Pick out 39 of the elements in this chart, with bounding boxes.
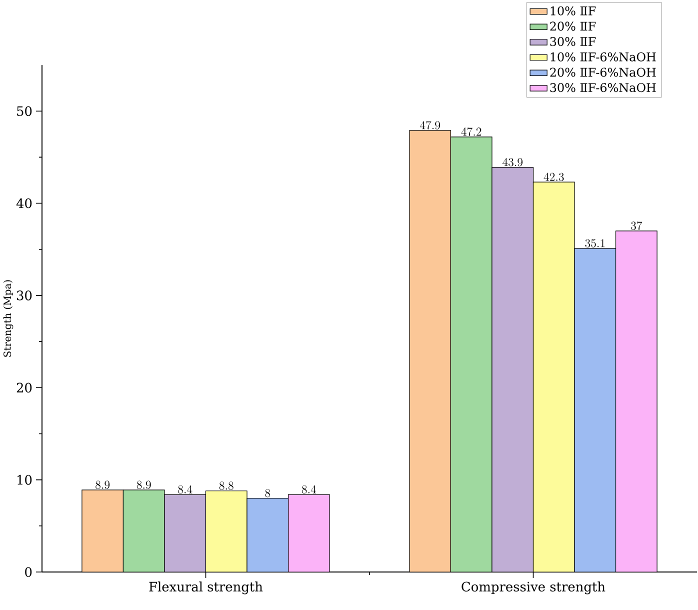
legend-label: 10% ⅡF-6%NaOH [550,52,656,62]
data-label: 8.8 [219,482,234,490]
bar [615,230,658,572]
y-tick-label: 40 [16,198,32,208]
data-label: 47.9 [420,121,440,130]
y-tick-label: 50 [17,106,32,116]
data-label: 8.4 [178,485,192,494]
legend-label: 20% ⅡF [550,22,596,31]
data-label: 8.4 [302,485,316,494]
bar [205,490,248,572]
y-axis-title: Strength (Mpa) [3,280,14,357]
bar [82,490,124,572]
x-tick-label: Flexural strength [149,582,263,594]
bar [492,167,534,572]
bar [532,182,575,572]
data-label: 37 [631,222,642,230]
data-label: 42.3 [544,172,564,182]
bar [409,130,452,572]
bar [574,248,616,572]
bar [164,494,206,572]
legend-label: 30% ⅡF [550,37,596,46]
bar [450,136,492,572]
legend-label: 20% ⅡF-6%NaOH [550,68,656,77]
legend-label: 30% ⅡF-6%NaOH [550,83,656,92]
y-tick-label: 20 [16,382,32,393]
x-tick-label: Compressive strength [462,582,606,594]
data-label: 8.9 [136,480,151,489]
data-label: 35. 1 [585,239,605,248]
bar [246,498,289,572]
legend-label: 10% ⅡF [550,6,596,16]
data-label: 43.9 [502,158,523,166]
bar [122,490,165,572]
data-label: 8.9 [96,480,110,489]
bar [288,494,330,572]
y-tick-label: 10 [18,474,32,485]
data-label: 47.2 [461,128,482,136]
y-tick-label: 0 [25,567,32,577]
data-label: 8 [265,489,270,498]
y-tick-label: 30 [16,290,32,300]
